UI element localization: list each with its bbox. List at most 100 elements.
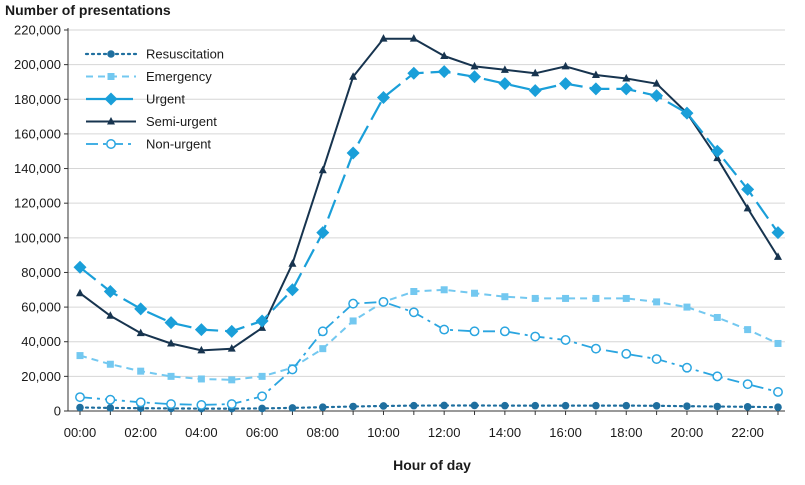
- data-point-emergency: [562, 294, 570, 302]
- data-point-urgent: [650, 89, 664, 103]
- y-tick-label: 120,000: [14, 196, 61, 211]
- data-point-semi-urgent: [318, 165, 327, 174]
- data-point-non-urgent: [105, 394, 116, 405]
- data-point-semi-urgent: [774, 252, 782, 260]
- data-point-urgent: [316, 226, 330, 240]
- data-point-resuscitation: [713, 402, 722, 411]
- data-point-urgent: [710, 144, 724, 158]
- data-point-semi-urgent: [440, 51, 449, 59]
- legend-swatch-marker: [107, 50, 115, 58]
- data-point-urgent: [73, 260, 87, 274]
- data-point-semi-urgent: [743, 203, 752, 212]
- data-point-non-urgent: [530, 331, 541, 342]
- data-point-urgent: [346, 146, 360, 160]
- data-point-emergency: [744, 326, 752, 334]
- data-point-semi-urgent: [379, 34, 388, 42]
- series-line-non-urgent: [79, 300, 779, 406]
- data-point-urgent: [194, 323, 208, 337]
- data-point-emergency: [774, 339, 782, 347]
- x-tick-label: 00:00: [64, 425, 97, 440]
- x-tick-label: 16:00: [549, 425, 582, 440]
- data-point-resuscitation: [561, 401, 570, 410]
- legend-swatch-marker: [107, 117, 115, 125]
- data-point-semi-urgent: [531, 68, 540, 77]
- x-tick-label: 18:00: [610, 425, 643, 440]
- data-point-resuscitation: [683, 402, 691, 410]
- data-point-resuscitation: [652, 402, 661, 410]
- x-tick-label: 08:00: [307, 425, 340, 440]
- data-point-non-urgent: [773, 387, 783, 397]
- x-tick-label: 20:00: [671, 425, 704, 440]
- data-point-emergency: [471, 289, 479, 297]
- data-point-non-urgent: [712, 371, 723, 382]
- series-line-resuscitation: [78, 404, 780, 410]
- data-point-resuscitation: [501, 401, 509, 410]
- y-tick-label: 140,000: [14, 161, 61, 176]
- data-point-resuscitation: [379, 402, 388, 410]
- series-resuscitation: [76, 401, 782, 413]
- data-point-semi-urgent: [167, 338, 176, 347]
- series-layer: [73, 34, 785, 413]
- data-point-emergency: [653, 298, 661, 306]
- x-axis-title: Hour of day: [393, 457, 471, 473]
- data-point-resuscitation: [531, 401, 540, 410]
- series-line-emergency: [79, 288, 779, 381]
- data-point-resuscitation: [288, 404, 297, 412]
- data-point-resuscitation: [106, 404, 115, 412]
- grid-lines: [68, 29, 785, 377]
- data-point-non-urgent: [166, 399, 176, 410]
- legend-swatch-marker: [104, 92, 118, 106]
- data-point-non-urgent: [378, 296, 389, 307]
- data-point-semi-urgent: [500, 65, 509, 73]
- data-point-non-urgent: [257, 391, 268, 402]
- data-point-non-urgent: [469, 326, 480, 337]
- data-point-semi-urgent: [622, 73, 631, 82]
- y-tick-label: 180,000: [14, 92, 61, 107]
- data-point-emergency: [258, 372, 266, 380]
- series-line-urgent: [79, 70, 779, 333]
- data-point-non-urgent: [742, 379, 753, 390]
- x-tick-label: 10:00: [367, 425, 400, 440]
- data-point-non-urgent: [135, 397, 146, 408]
- x-tick-label: 12:00: [428, 425, 461, 440]
- legend-label: Emergency: [146, 69, 212, 84]
- x-tick-label: 14:00: [489, 425, 522, 440]
- legend-item-resuscitation: Resuscitation: [84, 47, 224, 62]
- data-point-semi-urgent: [561, 61, 570, 70]
- data-point-non-urgent: [560, 335, 571, 345]
- data-point-emergency: [197, 375, 205, 383]
- data-point-semi-urgent: [652, 79, 661, 87]
- data-point-semi-urgent: [349, 72, 358, 80]
- data-point-non-urgent: [651, 354, 662, 364]
- legend-swatch-marker: [107, 73, 115, 80]
- legend-label: Semi-urgent: [146, 114, 217, 129]
- data-point-semi-urgent: [136, 328, 145, 337]
- legend-label: Non-urgent: [146, 137, 211, 152]
- series-non-urgent: [75, 296, 783, 410]
- x-tick-label: 04:00: [185, 425, 218, 440]
- data-point-emergency: [622, 294, 630, 302]
- y-tick-label: 20,000: [21, 369, 61, 384]
- data-point-emergency: [592, 294, 600, 302]
- data-point-non-urgent: [226, 399, 237, 410]
- legend-item-urgent: Urgent: [86, 92, 185, 107]
- y-tick-label: 40,000: [21, 334, 61, 349]
- data-point-semi-urgent: [227, 344, 236, 352]
- series-emergency: [76, 286, 782, 384]
- legend-item-non-urgent: Non-urgent: [86, 137, 211, 152]
- data-point-urgent: [134, 302, 148, 316]
- data-point-resuscitation: [318, 403, 327, 411]
- data-point-semi-urgent: [197, 345, 206, 354]
- data-point-semi-urgent: [76, 288, 84, 297]
- data-point-emergency: [349, 317, 357, 325]
- data-point-resuscitation: [349, 402, 357, 411]
- y-tick-label: 100,000: [14, 230, 61, 245]
- data-point-emergency: [167, 372, 175, 380]
- data-point-semi-urgent: [591, 70, 600, 79]
- data-point-non-urgent: [439, 324, 450, 335]
- legend-item-emergency: Emergency: [86, 69, 212, 84]
- data-point-emergency: [228, 376, 236, 384]
- data-point-urgent: [437, 65, 451, 79]
- data-point-urgent: [468, 70, 482, 84]
